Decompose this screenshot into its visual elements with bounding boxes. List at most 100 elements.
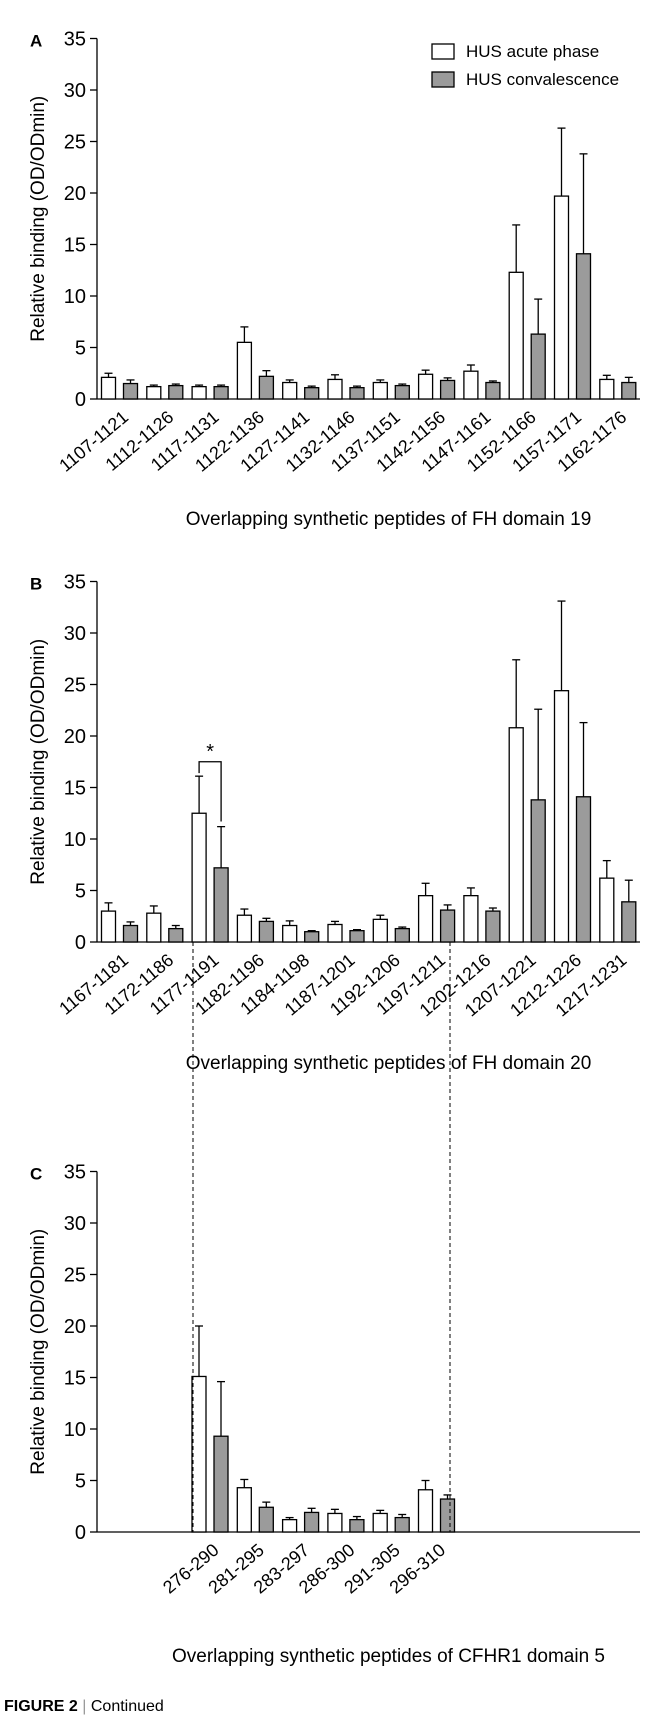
bar-convalescence	[258, 1506, 274, 1533]
y-axis-label: Relative binding (OD/ODmin)	[28, 1229, 49, 1475]
y-tick-label: 30	[64, 80, 86, 102]
y-tick-label: 20	[64, 1316, 86, 1338]
y-tick-label: 15	[64, 235, 86, 257]
bar-acute-phase	[553, 690, 570, 943]
bar-convalescence	[258, 375, 275, 400]
y-tick-label: 10	[64, 1419, 86, 1441]
bar-acute-phase	[417, 1489, 434, 1533]
bar-acute-phase	[146, 385, 162, 400]
bar-acute-phase	[327, 1512, 343, 1533]
bar-convalescence	[122, 924, 139, 943]
bar-acute-phase	[146, 912, 162, 943]
bar-convalescence	[168, 927, 184, 943]
bar-acute-phase	[417, 373, 434, 400]
y-tick-label: 10	[64, 829, 86, 851]
y-axis-label: Relative binding (OD/ODmin)	[28, 639, 49, 885]
y-tick-label: 25	[64, 1265, 86, 1287]
y-tick-label: 15	[64, 1368, 86, 1390]
y-tick-label: 35	[64, 572, 86, 594]
y-axis-label: Relative binding (OD/ODmin)	[28, 96, 49, 342]
bar-acute-phase	[508, 271, 524, 400]
bar-convalescence	[349, 1518, 365, 1533]
caption-label: FIGURE 2	[4, 1698, 78, 1715]
bar-convalescence	[304, 931, 320, 943]
bar-acute-phase	[191, 812, 207, 943]
bar-acute-phase	[417, 895, 434, 943]
bar-acute-phase	[463, 370, 479, 400]
bar-acute-phase	[372, 918, 388, 943]
y-tick-label: 5	[75, 1471, 86, 1493]
bar-acute-phase	[463, 895, 479, 943]
y-tick-label: 20	[64, 183, 86, 205]
caption-separator: |	[82, 1698, 87, 1715]
y-tick-label: 35	[64, 29, 86, 51]
figure-caption: FIGURE 2 | Continued	[4, 1698, 164, 1716]
bar-acute-phase	[281, 1518, 298, 1533]
bar-acute-phase	[372, 1512, 388, 1533]
significance-marker: *	[206, 741, 214, 763]
bar-convalescence	[621, 901, 637, 943]
x-axis-label: Overlapping synthetic peptides of FH dom…	[186, 1053, 592, 1074]
y-tick-label: 0	[75, 932, 86, 954]
bar-acute-phase	[327, 378, 343, 400]
y-tick-label: 15	[64, 778, 86, 800]
bar-acute-phase	[327, 923, 343, 943]
bar-acute-phase	[599, 378, 615, 400]
bar-convalescence	[530, 799, 546, 943]
bar-acute-phase	[372, 381, 388, 400]
bar-convalescence	[213, 867, 229, 943]
bar-acute-phase	[236, 341, 253, 400]
bar-convalescence	[213, 385, 229, 400]
bar-convalescence	[168, 384, 184, 400]
bar-convalescence	[258, 920, 275, 943]
panel-label: A	[30, 32, 42, 51]
bar-convalescence	[303, 1511, 320, 1533]
bar-convalescence	[394, 927, 410, 943]
bar-convalescence	[485, 910, 501, 943]
y-tick-label: 35	[64, 1162, 86, 1184]
bar-convalescence	[213, 1435, 229, 1533]
bar-acute-phase	[191, 385, 207, 400]
legend-swatch-acute-phase	[431, 43, 455, 60]
y-tick-label: 30	[64, 1213, 86, 1235]
bar-acute-phase	[282, 381, 298, 400]
bar-convalescence	[122, 382, 139, 400]
bar-acute-phase	[236, 914, 253, 943]
bar-acute-phase	[100, 910, 117, 943]
x-axis-label: Overlapping synthetic peptides of CFHR1 …	[172, 1646, 605, 1667]
y-tick-label: 0	[75, 389, 86, 411]
bar-acute-phase	[282, 924, 298, 943]
bar-acute-phase	[508, 727, 524, 943]
y-tick-label: 5	[75, 881, 86, 903]
y-tick-label: 25	[64, 132, 86, 154]
bar-convalescence	[439, 1498, 456, 1533]
panel-label: C	[30, 1165, 42, 1184]
legend-label-acute-phase: HUS acute phase	[466, 42, 599, 61]
bar-convalescence	[439, 379, 456, 400]
legend-label-convalescence: HUS convalescence	[466, 70, 619, 89]
bar-acute-phase	[236, 1487, 252, 1533]
significance-bracket	[198, 761, 222, 822]
bar-convalescence	[575, 253, 592, 400]
y-tick-label: 0	[75, 1522, 86, 1544]
bar-convalescence	[349, 930, 365, 943]
bar-convalescence	[485, 381, 501, 400]
x-axis-label: Overlapping synthetic peptides of FH dom…	[186, 509, 592, 530]
bar-convalescence	[394, 384, 410, 400]
bar-convalescence	[394, 1516, 410, 1533]
caption-text: Continued	[90, 1698, 164, 1715]
bar-acute-phase	[553, 195, 570, 400]
bar-acute-phase	[191, 1375, 207, 1533]
bar-convalescence	[530, 333, 546, 400]
y-tick-label: 5	[75, 338, 86, 360]
bar-acute-phase	[599, 877, 615, 943]
legend-swatch-convalescence	[431, 71, 455, 88]
bar-convalescence	[439, 909, 456, 943]
panel-label: B	[30, 575, 42, 594]
bar-acute-phase	[100, 376, 117, 400]
y-tick-label: 25	[64, 675, 86, 697]
y-tick-label: 20	[64, 726, 86, 748]
bar-convalescence	[621, 381, 637, 400]
y-tick-label: 30	[64, 623, 86, 645]
